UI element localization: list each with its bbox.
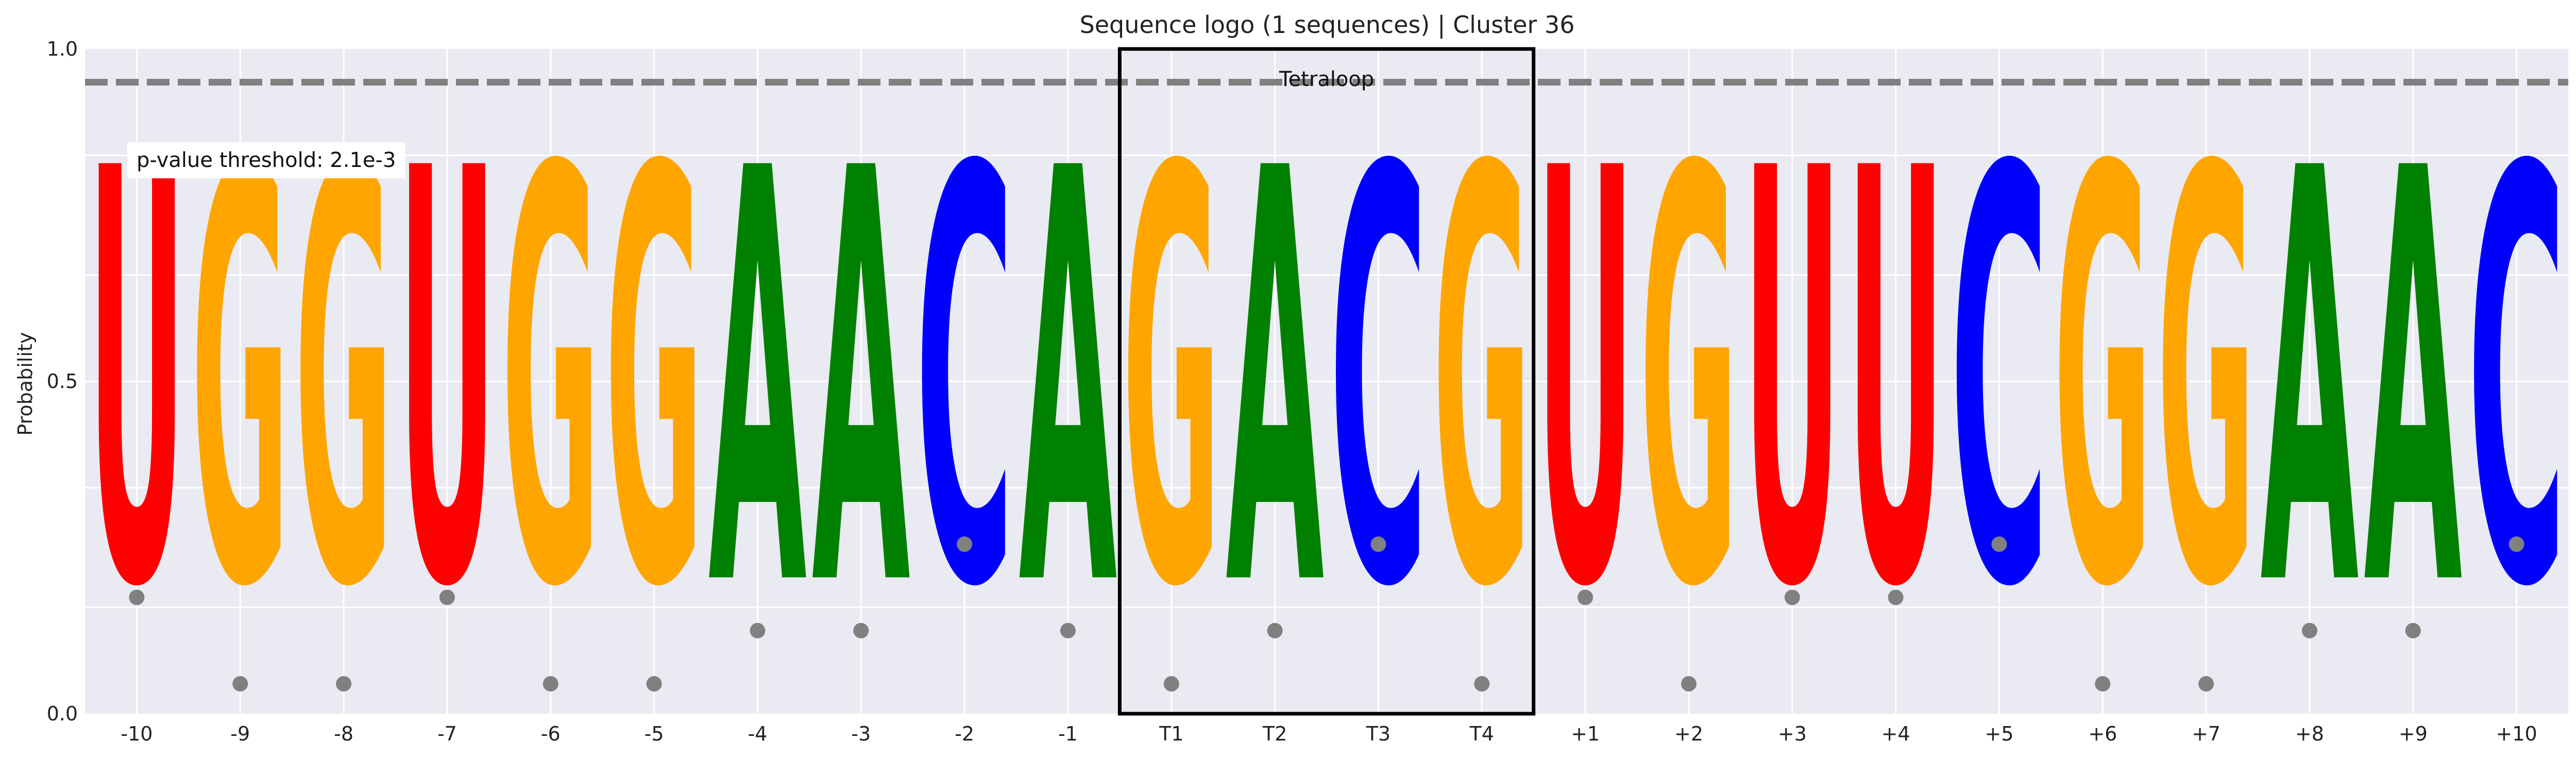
position-marker bbox=[853, 623, 869, 638]
logo-letter-G: G bbox=[2054, 49, 2152, 711]
position-marker bbox=[1267, 623, 1283, 638]
x-tick-label: T2 bbox=[1262, 722, 1287, 745]
x-tick-label: +6 bbox=[2088, 722, 2117, 745]
logo-letter-G: G bbox=[1640, 49, 1738, 711]
x-tick-label: -1 bbox=[1058, 722, 1078, 745]
logo-letter-U: U bbox=[1743, 50, 1841, 712]
position-marker bbox=[232, 676, 248, 692]
x-tick-label: -9 bbox=[230, 722, 250, 745]
position-marker bbox=[1991, 536, 2007, 552]
y-tick-label: 0.5 bbox=[47, 370, 78, 393]
position-marker bbox=[439, 590, 455, 605]
logo-letter-G: G bbox=[1122, 49, 1221, 711]
position-marker bbox=[2405, 623, 2421, 638]
y-tick-label: 0.0 bbox=[47, 702, 78, 725]
x-tick-label: +2 bbox=[1674, 722, 1703, 745]
x-tick-label: +8 bbox=[2295, 722, 2324, 745]
logo-letter-C: C bbox=[1329, 49, 1428, 711]
x-tick-label: -4 bbox=[748, 722, 767, 745]
position-marker bbox=[1785, 590, 1800, 605]
logo-letter-U: U bbox=[1536, 50, 1635, 712]
position-marker bbox=[1888, 590, 1904, 605]
logo-letter-C: C bbox=[2467, 49, 2566, 711]
x-tick-label: T4 bbox=[1469, 722, 1494, 745]
position-marker bbox=[647, 676, 662, 692]
x-tick-label: -10 bbox=[121, 722, 152, 745]
x-tick-label: -7 bbox=[437, 722, 457, 745]
x-tick-label: -5 bbox=[645, 722, 664, 745]
x-tick-label: +10 bbox=[2496, 722, 2537, 745]
position-marker bbox=[2198, 676, 2214, 692]
position-marker bbox=[750, 623, 765, 638]
position-marker bbox=[2509, 536, 2524, 552]
logo-letter-G: G bbox=[1433, 49, 1531, 711]
x-tick-label: T1 bbox=[1159, 722, 1183, 745]
position-marker bbox=[1060, 623, 1076, 638]
position-marker bbox=[1370, 536, 1386, 552]
x-tick-label: +4 bbox=[1882, 722, 1910, 745]
logo-letter-A: A bbox=[2364, 51, 2463, 712]
logo-letter-A: A bbox=[1019, 51, 1118, 712]
y-axis-label: Probability bbox=[14, 332, 37, 436]
logo-letter-A: A bbox=[708, 51, 808, 712]
logo-letter-G: G bbox=[2157, 49, 2256, 711]
position-marker bbox=[543, 676, 558, 692]
logo-letter-G: G bbox=[605, 49, 703, 711]
threshold-annotation: p-value threshold: 2.1e-3 bbox=[137, 148, 396, 172]
chart-title: Sequence logo (1 sequences) | Cluster 36 bbox=[1080, 11, 1575, 39]
x-tick-label: +3 bbox=[1778, 722, 1807, 745]
logo-letter-G: G bbox=[501, 49, 600, 711]
position-marker bbox=[2095, 676, 2110, 692]
position-marker bbox=[1681, 676, 1697, 692]
position-marker bbox=[1474, 676, 1489, 692]
x-tick-label: +1 bbox=[1571, 722, 1600, 745]
x-tick-label: +7 bbox=[2192, 722, 2221, 745]
x-tick-label: -6 bbox=[541, 722, 561, 745]
logo-letter-U: U bbox=[398, 50, 497, 712]
logo-letter-C: C bbox=[1950, 49, 2048, 711]
position-marker bbox=[957, 536, 972, 552]
y-tick-label: 1.0 bbox=[47, 38, 78, 60]
logo-letter-A: A bbox=[1226, 51, 1325, 712]
logo-letter-U: U bbox=[1846, 50, 1945, 712]
logo-letter-A: A bbox=[2261, 51, 2360, 712]
logo-letter-C: C bbox=[916, 49, 1014, 711]
x-tick-label: T3 bbox=[1366, 722, 1391, 745]
x-tick-label: -2 bbox=[955, 722, 974, 745]
position-marker bbox=[336, 676, 351, 692]
position-marker bbox=[1164, 676, 1179, 692]
x-tick-label: +9 bbox=[2399, 722, 2428, 745]
plot-area: 0.00.51.0U G G U G G A A C A G A C G U G U U C G G A A CTetralo… bbox=[47, 38, 2568, 745]
x-tick-label: -8 bbox=[334, 722, 353, 745]
tetraloop-label: Tetraloop bbox=[1279, 68, 1374, 91]
x-tick-label: -3 bbox=[851, 722, 871, 745]
position-marker bbox=[2302, 623, 2317, 638]
position-marker bbox=[129, 590, 144, 605]
position-marker bbox=[1578, 590, 1593, 605]
x-tick-label: +5 bbox=[1985, 722, 2013, 745]
logo-letter-A: A bbox=[812, 51, 911, 712]
